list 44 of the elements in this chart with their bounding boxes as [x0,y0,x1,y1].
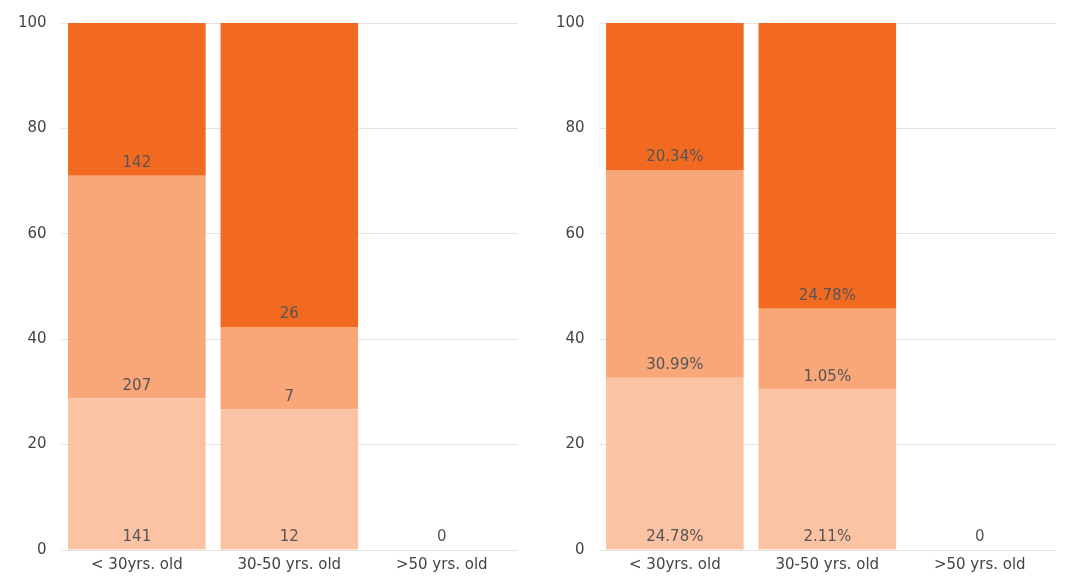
y-tick-label: 60 [27,223,47,242]
bar [220,409,359,550]
bar [606,170,744,378]
y-tick-label: 80 [27,118,47,137]
y-tick-label: 40 [565,329,585,348]
bar [758,23,897,309]
y-tick-label: 20 [27,434,47,453]
y-tick-label: 80 [565,118,585,137]
annotation: 207 [122,375,152,394]
y-tick-label: 0 [575,539,585,558]
annotation: 24.78% [646,527,704,546]
bar [758,308,897,390]
annotation: 7 [284,386,295,405]
bar [606,377,744,550]
bar [606,23,744,171]
bar [220,327,359,410]
bar [220,23,359,328]
y-tick-label: 100 [17,12,47,31]
annotation: 24.78% [798,286,856,305]
annotation: 30.99% [646,355,704,374]
x-tick-label: < 30yrs. old [91,554,183,573]
bar [758,389,897,550]
annotation: 1.05% [803,366,852,385]
y-tick-label: 40 [27,329,47,348]
bar [68,175,206,399]
annotation: 142 [122,153,152,172]
annotation: 12 [279,527,299,546]
bar [68,398,206,550]
y-tick-label: 0 [37,539,47,558]
annotation: 0 [975,527,985,546]
x-tick-label: < 30yrs. old [629,554,721,573]
annotation: 141 [122,527,152,546]
x-tick-label: 30-50 yrs. old [775,554,880,573]
y-tick-label: 60 [565,223,585,242]
y-tick-label: 100 [555,12,585,31]
annotation: 2.11% [803,527,852,546]
x-tick-label: 30-50 yrs. old [237,554,342,573]
annotation: 20.34% [646,147,704,166]
annotation: 26 [279,304,299,323]
x-tick-label: >50 yrs. old [395,554,488,573]
x-tick-label: >50 yrs. old [933,554,1026,573]
bar [68,23,206,176]
annotation: 0 [437,527,447,546]
y-tick-label: 20 [565,434,585,453]
